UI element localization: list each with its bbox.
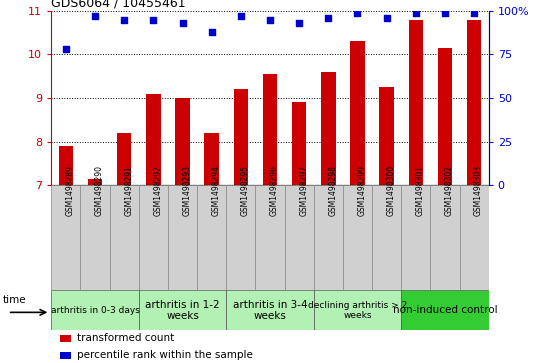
Text: GSM1498301: GSM1498301 (416, 165, 425, 216)
Point (295, 20, 303, 26)
FancyBboxPatch shape (51, 185, 80, 290)
Text: GSM1498302: GSM1498302 (445, 165, 454, 216)
Point (441, 10, 449, 16)
FancyBboxPatch shape (285, 185, 314, 290)
Point (470, 10, 478, 16)
Text: arthritis in 3-4
weeks: arthritis in 3-4 weeks (233, 299, 307, 321)
Text: GSM1498294: GSM1498294 (212, 165, 221, 216)
Bar (292, 102, 306, 185)
Text: percentile rank within the sample: percentile rank within the sample (77, 351, 253, 360)
Text: arthritis in 1-2
weeks: arthritis in 1-2 weeks (145, 299, 220, 321)
Bar (175, 98, 190, 185)
Bar (467, 20, 481, 185)
Text: GSM1498300: GSM1498300 (387, 165, 396, 216)
Bar (408, 20, 423, 185)
Text: non-induced control: non-induced control (393, 305, 497, 315)
Point (324, 15, 333, 21)
Point (91, 13, 99, 19)
FancyBboxPatch shape (460, 185, 489, 290)
Text: time: time (3, 295, 26, 305)
FancyBboxPatch shape (430, 185, 460, 290)
FancyBboxPatch shape (343, 185, 372, 290)
Bar (321, 72, 335, 185)
Text: GSM1498303: GSM1498303 (474, 165, 483, 216)
Bar (204, 133, 219, 185)
FancyBboxPatch shape (401, 290, 489, 330)
Point (120, 17, 129, 23)
Point (178, 20, 187, 26)
FancyBboxPatch shape (139, 185, 168, 290)
FancyBboxPatch shape (226, 185, 255, 290)
Text: GSM1498298: GSM1498298 (328, 165, 338, 216)
Point (266, 17, 274, 23)
FancyBboxPatch shape (110, 185, 139, 290)
Point (382, 15, 391, 21)
Text: GDS6064 / 10455461: GDS6064 / 10455461 (51, 0, 186, 9)
Text: GSM1498297: GSM1498297 (299, 165, 308, 216)
FancyBboxPatch shape (139, 290, 226, 330)
FancyBboxPatch shape (314, 290, 401, 330)
FancyBboxPatch shape (314, 185, 343, 290)
Point (149, 17, 158, 23)
FancyBboxPatch shape (401, 185, 430, 290)
Text: GSM1498291: GSM1498291 (124, 165, 133, 216)
FancyBboxPatch shape (168, 185, 197, 290)
Bar (350, 41, 364, 185)
Bar (60, 335, 71, 342)
Bar (379, 87, 394, 185)
Text: arthritis in 0-3 days: arthritis in 0-3 days (51, 306, 139, 315)
Point (207, 29, 216, 35)
Text: declining arthritis > 2
weeks: declining arthritis > 2 weeks (308, 301, 407, 320)
Bar (437, 48, 452, 185)
Bar (60, 352, 71, 359)
Point (62, 46, 70, 52)
Bar (262, 74, 277, 185)
FancyBboxPatch shape (80, 185, 110, 290)
Bar (87, 179, 102, 185)
Text: GSM1498295: GSM1498295 (241, 165, 250, 216)
Point (353, 10, 362, 16)
Text: transformed count: transformed count (77, 334, 174, 343)
Text: GSM1498289: GSM1498289 (66, 165, 75, 216)
Bar (58, 146, 73, 185)
Text: GSM1498299: GSM1498299 (357, 165, 367, 216)
Text: GSM1498293: GSM1498293 (183, 165, 192, 216)
Point (411, 10, 420, 16)
Bar (233, 89, 248, 185)
FancyBboxPatch shape (255, 185, 285, 290)
Text: GSM1498290: GSM1498290 (95, 165, 104, 216)
Point (237, 13, 245, 19)
Text: GSM1498296: GSM1498296 (270, 165, 279, 216)
FancyBboxPatch shape (372, 185, 401, 290)
Text: GSM1498292: GSM1498292 (153, 165, 163, 216)
Bar (146, 94, 161, 185)
FancyBboxPatch shape (226, 290, 314, 330)
FancyBboxPatch shape (197, 185, 226, 290)
Bar (117, 133, 131, 185)
FancyBboxPatch shape (51, 290, 139, 330)
